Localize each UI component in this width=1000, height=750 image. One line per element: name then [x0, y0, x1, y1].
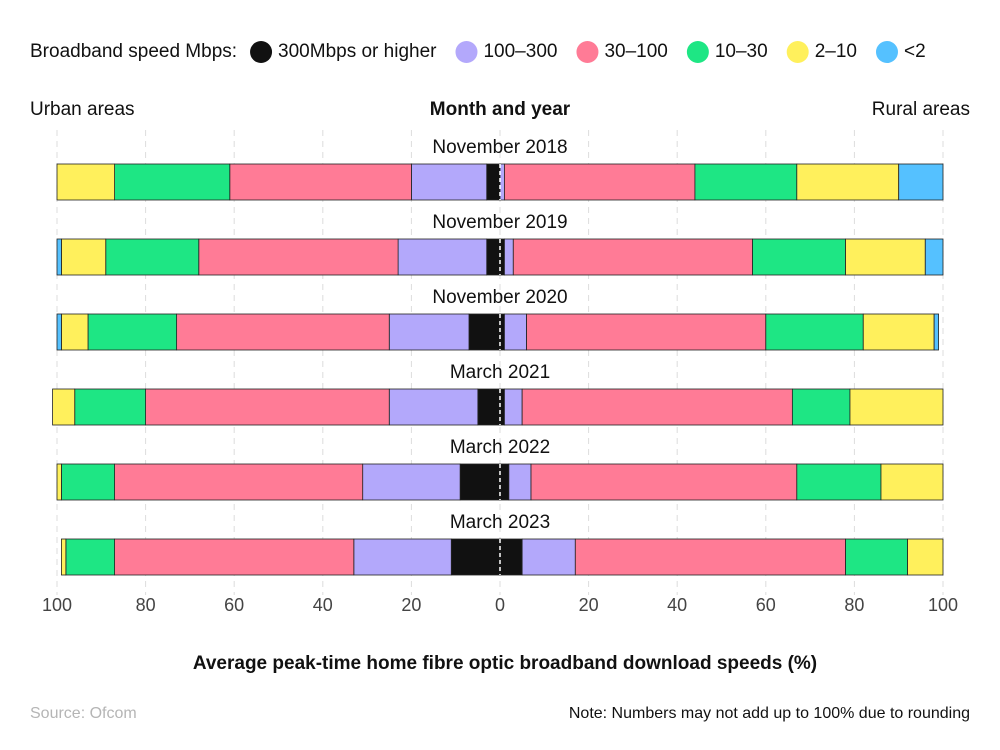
legend-swatch — [786, 41, 809, 63]
bar-urban — [65, 538, 115, 576]
legend-swatch — [250, 41, 273, 63]
legend-swatch — [875, 41, 898, 63]
bar-rural — [845, 538, 908, 576]
center-label: Month and year — [430, 99, 571, 120]
bar-urban — [477, 388, 501, 426]
bar-rural — [898, 163, 944, 201]
bar-urban — [52, 388, 76, 426]
bar-rural — [752, 238, 846, 276]
bar-urban — [176, 313, 390, 351]
bar-rural — [924, 238, 944, 276]
bar-urban — [114, 163, 231, 201]
x-tick-label: 60 — [224, 595, 244, 615]
legend-swatch — [686, 41, 709, 63]
bar-urban — [198, 238, 399, 276]
x-tick-label: 80 — [844, 595, 864, 615]
bar-urban — [61, 463, 115, 501]
bar-urban — [56, 238, 62, 276]
bar-rural — [845, 238, 926, 276]
legend-swatch — [455, 41, 478, 63]
bar-urban — [410, 163, 488, 201]
legend-swatch — [576, 41, 599, 63]
bar-urban — [61, 238, 107, 276]
legend-label: 100–300 — [483, 41, 557, 62]
bar-urban — [56, 463, 62, 501]
bar-urban — [56, 163, 115, 201]
bar-urban — [114, 538, 355, 576]
bar-urban — [61, 538, 67, 576]
bar-rural — [499, 538, 523, 576]
bar-rural — [526, 313, 767, 351]
legend-label: <2 — [904, 41, 926, 62]
bar-urban — [459, 463, 501, 501]
category-label: November 2018 — [432, 137, 567, 158]
category-label: November 2020 — [432, 287, 567, 308]
bar-urban — [397, 238, 488, 276]
bar-urban — [229, 163, 412, 201]
x-tick-label: 40 — [313, 595, 333, 615]
bar-rural — [504, 388, 523, 426]
bar-rural — [508, 463, 532, 501]
x-tick-label: 100 — [42, 595, 72, 615]
bar-rural — [907, 538, 944, 576]
bar-urban — [114, 463, 364, 501]
source: Source: Ofcom — [30, 705, 137, 722]
x-tick-label: 60 — [756, 595, 776, 615]
bar-rural — [499, 463, 510, 501]
bar-rural — [880, 463, 944, 501]
category-label: November 2019 — [432, 212, 567, 233]
note: Note: Numbers may not add up to 100% due… — [569, 705, 970, 722]
bar-rural — [796, 163, 900, 201]
x-tick-label: 100 — [928, 595, 958, 615]
bar-rural — [933, 313, 939, 351]
legend-title: Broadband speed Mbps: — [30, 41, 237, 62]
legend-label: 30–100 — [604, 41, 667, 62]
x-tick-label: 20 — [401, 595, 421, 615]
bar-rural — [530, 463, 798, 501]
bar-rural — [512, 238, 753, 276]
bar-urban — [61, 313, 89, 351]
bar-rural — [862, 313, 935, 351]
bar-urban — [353, 538, 452, 576]
bar-rural — [504, 313, 527, 351]
legend-label: 10–30 — [715, 41, 768, 62]
x-tick-label: 40 — [667, 595, 687, 615]
legend-label: 300Mbps or higher — [278, 41, 437, 62]
category-label: March 2022 — [450, 437, 550, 458]
bar-urban — [388, 388, 479, 426]
x-tick-label: 20 — [579, 595, 599, 615]
bar-rural — [574, 538, 846, 576]
bar-rural — [504, 163, 696, 201]
category-label: March 2023 — [450, 512, 550, 533]
bar-rural — [694, 163, 798, 201]
x-tick-label: 0 — [495, 595, 505, 615]
category-label: March 2021 — [450, 362, 550, 383]
bar-urban — [388, 313, 470, 351]
bar-urban — [87, 313, 178, 351]
bar-urban — [56, 313, 62, 351]
bar-rural — [849, 388, 944, 426]
legend-label: 2–10 — [815, 41, 857, 62]
bar-urban — [486, 163, 501, 201]
bar-rural — [796, 463, 882, 501]
bar-rural — [521, 538, 576, 576]
bar-urban — [362, 463, 461, 501]
x-axis-title: Average peak-time home fibre optic broad… — [193, 653, 817, 674]
bar-rural — [765, 313, 864, 351]
x-tick-label: 80 — [136, 595, 156, 615]
bar-urban — [105, 238, 200, 276]
right-label: Rural areas — [872, 99, 970, 120]
left-label: Urban areas — [30, 99, 135, 120]
bar-urban — [74, 388, 146, 426]
bar-urban — [486, 238, 501, 276]
bar-rural — [521, 388, 793, 426]
bar-rural — [504, 238, 514, 276]
bar-urban — [145, 388, 390, 426]
bar-urban — [450, 538, 501, 576]
bar-urban — [468, 313, 501, 351]
bar-rural — [791, 388, 851, 426]
